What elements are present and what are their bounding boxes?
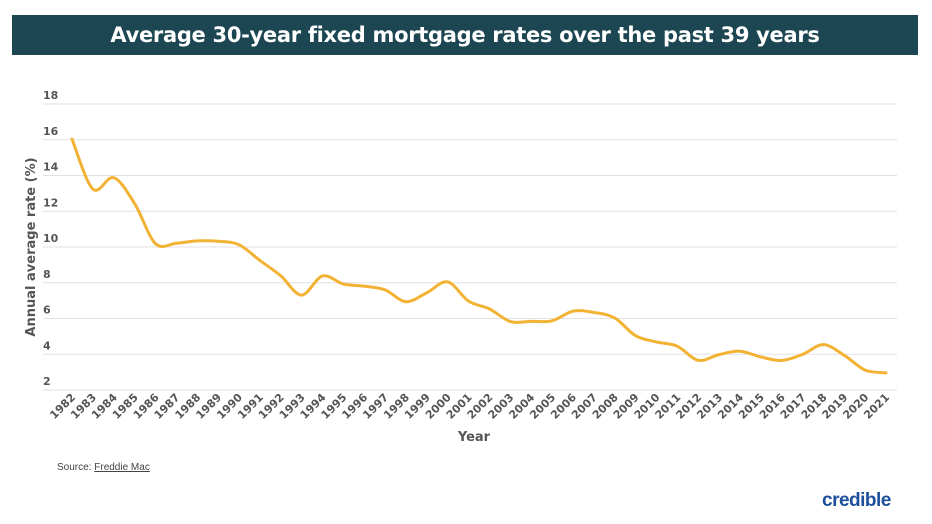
y-tick-label: 2 bbox=[43, 375, 51, 388]
y-tick-label: 14 bbox=[43, 161, 59, 174]
rate-line bbox=[70, 137, 888, 375]
source-link[interactable]: Freddie Mac bbox=[94, 462, 150, 473]
y-tick-label: 6 bbox=[43, 304, 51, 317]
source-prefix: Source: bbox=[57, 462, 95, 473]
y-tick-label: 4 bbox=[43, 339, 51, 352]
y-axis-label: Annual average rate (%) bbox=[24, 157, 39, 336]
source-note: Source: Freddie Mac bbox=[57, 462, 150, 473]
y-tick-label: 8 bbox=[43, 268, 51, 281]
y-tick-label: 10 bbox=[43, 232, 59, 245]
y-tick-label: 16 bbox=[43, 125, 59, 138]
y-tick-label: 18 bbox=[43, 89, 58, 102]
y-tick-label: 12 bbox=[43, 196, 58, 209]
chart-title: Average 30-year fixed mortgage rates ove… bbox=[12, 15, 918, 55]
x-axis-label: Year bbox=[457, 430, 491, 445]
credible-logo: credible bbox=[822, 490, 891, 511]
